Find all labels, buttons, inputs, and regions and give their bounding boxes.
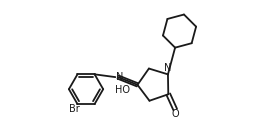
Text: N: N xyxy=(164,63,172,73)
Text: HO: HO xyxy=(115,85,130,94)
Text: N: N xyxy=(116,72,123,82)
Text: O: O xyxy=(171,109,179,119)
Text: Br: Br xyxy=(69,104,80,114)
